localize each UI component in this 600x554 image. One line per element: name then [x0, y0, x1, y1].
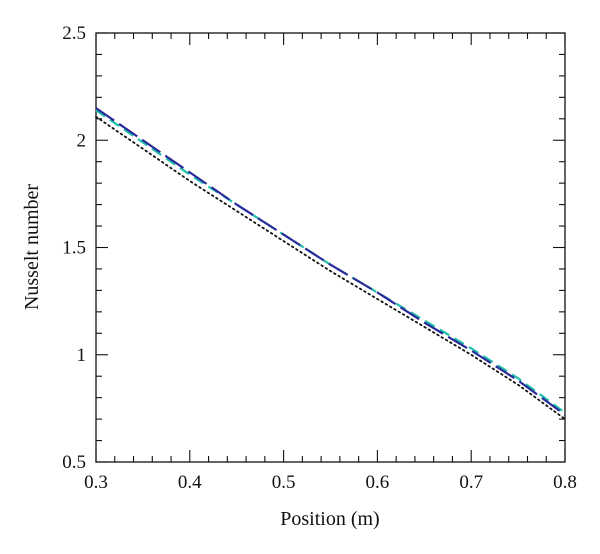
x-tick-label: 0.8 — [553, 472, 577, 493]
x-tick-label: 0.7 — [459, 472, 483, 493]
plot-frame — [95, 32, 566, 463]
x-tick-label: 0.6 — [366, 472, 390, 493]
x-axis-title: Position (m) — [280, 508, 379, 530]
x-tick-label: 0.4 — [178, 472, 202, 493]
y-tick-label: 0.5 — [62, 452, 86, 473]
series-line-3 — [95, 107, 566, 416]
y-tick-label: 2.5 — [62, 23, 86, 44]
y-axis-title: Nusselt number — [21, 184, 43, 310]
series-line-1 — [95, 115, 566, 421]
x-tick-label: 0.3 — [84, 472, 108, 493]
y-tick-label: 1 — [77, 345, 87, 366]
ticks — [95, 32, 566, 463]
y-tick-label: 1.5 — [62, 238, 86, 259]
y-tick-label: 2 — [77, 130, 87, 151]
series-layer — [95, 107, 566, 421]
tick-labels: 0.3 0.4 0.5 0.6 0.7 0.8 0.5 1 1.5 2 2.5 — [62, 23, 577, 493]
x-tick-label: 0.5 — [272, 472, 296, 493]
